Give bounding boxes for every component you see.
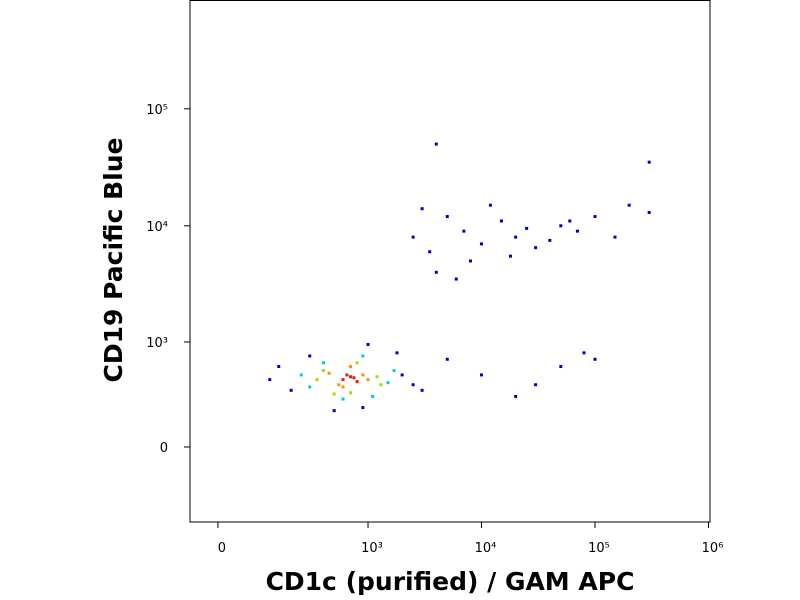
point [289, 388, 293, 392]
point [428, 250, 432, 254]
point [395, 351, 399, 355]
point [308, 354, 312, 358]
point [479, 373, 483, 377]
point [647, 160, 651, 164]
y-tick-label: 10⁶ [146, 0, 168, 1]
point [514, 394, 518, 398]
point [445, 215, 449, 219]
point [379, 383, 383, 387]
point [434, 270, 438, 274]
x-tick-label: 0 [218, 541, 226, 556]
point [499, 219, 503, 223]
point [534, 246, 538, 250]
point [332, 392, 336, 396]
point [400, 373, 404, 377]
point [627, 203, 631, 207]
point [434, 142, 438, 146]
point [345, 373, 349, 377]
point [341, 385, 345, 389]
y-tick-label: 0 [160, 441, 168, 456]
point [355, 380, 359, 384]
point [647, 210, 651, 214]
point [534, 383, 538, 387]
point [321, 361, 325, 365]
point [392, 369, 396, 373]
point [420, 207, 424, 211]
point [341, 378, 345, 382]
point [355, 361, 359, 365]
x-tick-label: 10⁵ [588, 541, 610, 556]
y-axis-label: CD19 Pacific Blue [99, 138, 128, 383]
point [268, 378, 272, 382]
point [349, 375, 353, 379]
point [349, 365, 353, 369]
point [575, 229, 579, 233]
point [361, 373, 365, 377]
point [479, 242, 483, 246]
x-axis-label: CD1c (purified) / GAM APC [266, 567, 635, 596]
point [371, 394, 375, 398]
point [468, 259, 472, 263]
x-tick-label: 10³ [361, 541, 383, 556]
point [277, 365, 281, 369]
point [366, 342, 370, 346]
point [508, 254, 512, 258]
point [548, 238, 552, 242]
y-tick-label: 10⁵ [146, 103, 168, 118]
point [341, 397, 345, 401]
x-tick-label: 10⁴ [475, 541, 497, 556]
point [332, 409, 336, 413]
point [352, 376, 356, 380]
point [386, 381, 390, 385]
point [315, 378, 319, 382]
point [462, 229, 466, 233]
x-tick-label: 10⁶ [702, 541, 724, 556]
point [613, 235, 617, 239]
point [445, 357, 449, 361]
y-tick-label: 10⁴ [146, 220, 168, 235]
point [299, 373, 303, 377]
point [488, 203, 492, 207]
point [454, 277, 458, 281]
point [375, 375, 379, 379]
point [308, 385, 312, 389]
point [420, 388, 424, 392]
y-tick-label: 10³ [146, 336, 168, 351]
point [582, 351, 586, 355]
point [525, 226, 529, 230]
plot-frame [189, 0, 711, 523]
point [559, 224, 563, 228]
point [514, 235, 518, 239]
point [321, 369, 325, 373]
point [593, 357, 597, 361]
point [593, 215, 597, 219]
point [411, 235, 415, 239]
point [559, 365, 563, 369]
point [366, 378, 370, 382]
point [411, 383, 415, 387]
point [361, 354, 365, 358]
point [349, 391, 353, 395]
point [568, 219, 572, 223]
point [327, 371, 331, 375]
point [361, 406, 365, 410]
point [337, 383, 341, 387]
